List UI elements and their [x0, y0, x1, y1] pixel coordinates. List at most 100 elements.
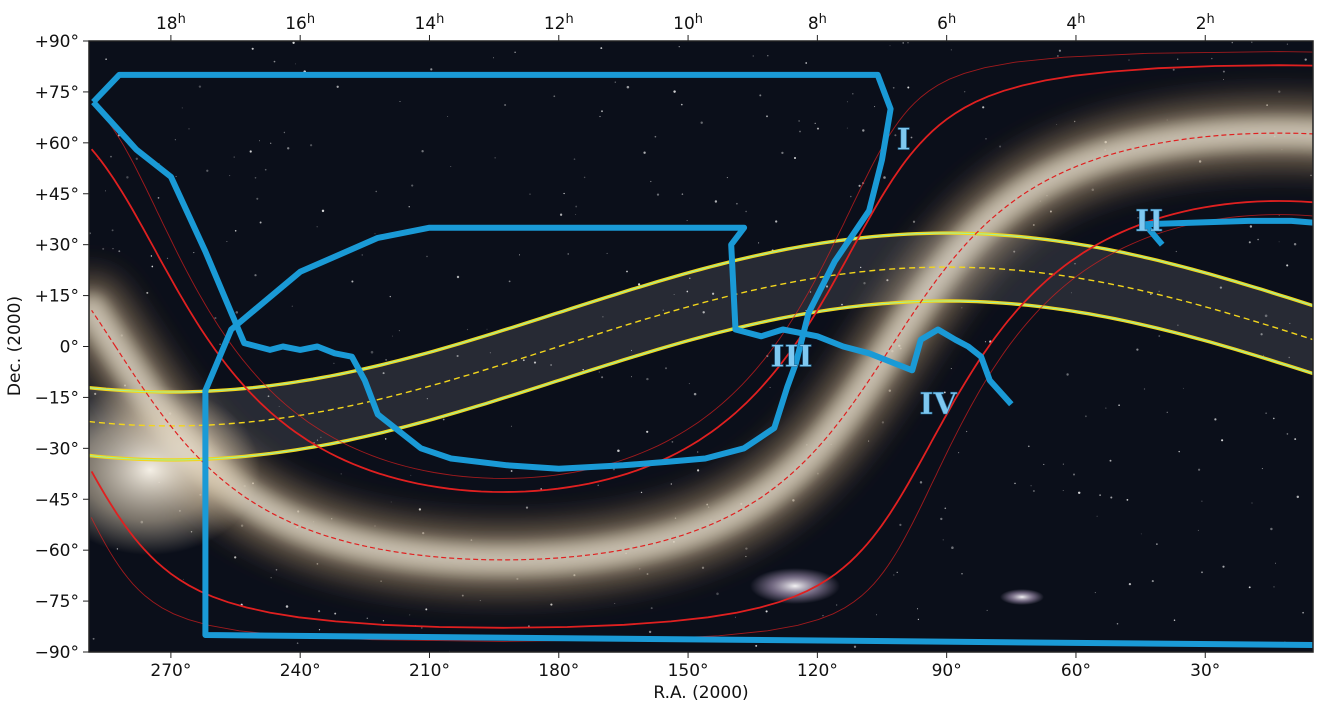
star: [181, 107, 183, 109]
star: [1260, 333, 1263, 336]
dec-tick-label: +60°: [35, 134, 79, 154]
star: [1262, 354, 1264, 356]
star: [229, 175, 231, 177]
star: [493, 57, 495, 59]
star: [267, 395, 270, 398]
star: [1030, 485, 1032, 487]
star: [450, 166, 452, 167]
star: [1058, 49, 1061, 52]
star: [489, 352, 491, 354]
star: [664, 367, 668, 370]
star: [1222, 70, 1225, 73]
star: [1248, 586, 1251, 589]
star: [602, 315, 604, 318]
star: [1109, 459, 1112, 462]
star: [318, 629, 321, 631]
star: [287, 147, 290, 150]
star: [283, 131, 286, 134]
star: [894, 134, 897, 137]
star: [553, 95, 556, 98]
star: [233, 156, 235, 158]
star: [219, 343, 221, 346]
star: [318, 610, 321, 613]
star: [899, 523, 902, 527]
star: [671, 441, 674, 443]
star: [917, 618, 920, 621]
star: [273, 60, 276, 63]
galactic-latitude-line: [91, 51, 1313, 479]
star: [582, 368, 584, 371]
star: [714, 200, 718, 203]
dec-tick-label: −90°: [35, 643, 79, 663]
star: [1288, 356, 1290, 359]
star: [1201, 571, 1203, 574]
star: [766, 115, 768, 118]
ra-tick-label: 120°: [797, 661, 838, 681]
star: [583, 176, 586, 179]
ra-hour-tick-label: 4h: [1066, 12, 1085, 34]
galactic-plane-line: [91, 132, 1313, 561]
star: [291, 305, 293, 307]
star: [1211, 57, 1213, 60]
star: [1201, 500, 1203, 502]
star: [693, 392, 697, 396]
galactic-latitude-line: [90, 214, 1313, 642]
star: [1172, 68, 1175, 71]
star: [1150, 293, 1152, 295]
star: [102, 247, 105, 250]
star: [670, 483, 672, 485]
star: [188, 128, 190, 130]
star: [1249, 225, 1253, 228]
star: [1027, 445, 1030, 448]
star: [1014, 482, 1016, 485]
star: [333, 362, 335, 365]
star: [486, 328, 488, 330]
ecliptic-band-edge-inner: [89, 300, 1313, 461]
star: [893, 574, 895, 576]
star: [1099, 494, 1101, 496]
survey-region-i-outline: [91, 71, 894, 472]
star: [985, 138, 987, 140]
star: [466, 328, 469, 331]
star: [575, 214, 577, 215]
star: [270, 142, 272, 144]
star: [1275, 562, 1276, 564]
star: [614, 602, 616, 605]
star: [529, 193, 531, 195]
star: [384, 438, 387, 440]
star: [702, 311, 705, 314]
star: [254, 274, 257, 277]
star: [606, 252, 608, 254]
galactic-latitude-line: [90, 200, 1313, 629]
star: [1294, 438, 1297, 441]
star: [390, 501, 392, 503]
star: [1073, 473, 1075, 476]
star: [1062, 490, 1064, 491]
star: [769, 386, 771, 389]
star: [999, 145, 1002, 148]
star: [755, 644, 758, 647]
star: [825, 285, 829, 288]
star: [601, 376, 604, 379]
ecliptic-line: [89, 266, 1313, 427]
star: [736, 202, 738, 205]
ra-tick-label: 240°: [280, 661, 321, 681]
star: [1158, 290, 1160, 292]
ecliptic-band-edge-inner: [89, 232, 1313, 393]
star: [1177, 58, 1179, 60]
star: [986, 609, 988, 611]
star: [425, 608, 428, 611]
star: [166, 257, 169, 259]
star: [118, 250, 121, 253]
star: [1221, 439, 1224, 442]
star: [1126, 498, 1129, 501]
star: [841, 303, 843, 306]
star: [334, 612, 337, 615]
star: [1286, 264, 1289, 267]
star: [421, 627, 423, 629]
star: [426, 398, 428, 400]
star: [256, 197, 259, 200]
star: [863, 282, 866, 285]
region-label-iii: III: [770, 340, 812, 375]
